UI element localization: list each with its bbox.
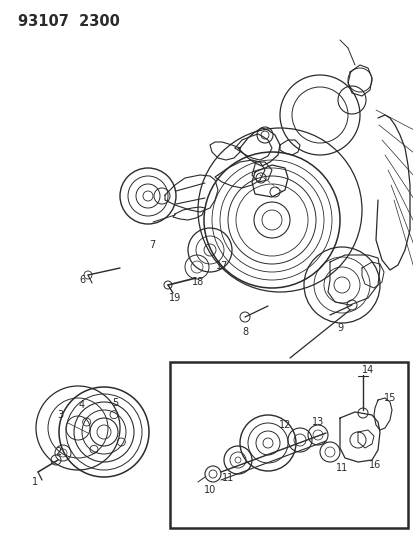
Text: 11: 11 [335, 463, 347, 473]
Text: 15: 15 [383, 393, 395, 403]
Text: 1: 1 [32, 477, 38, 487]
Text: 2: 2 [55, 447, 61, 457]
Text: 16: 16 [368, 460, 380, 470]
Text: 11: 11 [221, 473, 234, 483]
Text: 19: 19 [169, 293, 181, 303]
Text: 13: 13 [311, 417, 323, 427]
Text: 18: 18 [191, 277, 204, 287]
Text: 10: 10 [203, 485, 216, 495]
Text: 3: 3 [57, 410, 63, 420]
Text: 6: 6 [79, 275, 85, 285]
Text: 12: 12 [278, 420, 290, 430]
Text: 9: 9 [336, 323, 342, 333]
Bar [170, 362, 407, 528]
Text: 14: 14 [361, 365, 373, 375]
Text: 4: 4 [79, 400, 85, 410]
Text: 5: 5 [112, 398, 118, 408]
Text: 7: 7 [149, 240, 155, 250]
Text: 8: 8 [241, 327, 247, 337]
Text: 93107  2300: 93107 2300 [18, 14, 120, 29]
Text: 17: 17 [215, 261, 228, 271]
